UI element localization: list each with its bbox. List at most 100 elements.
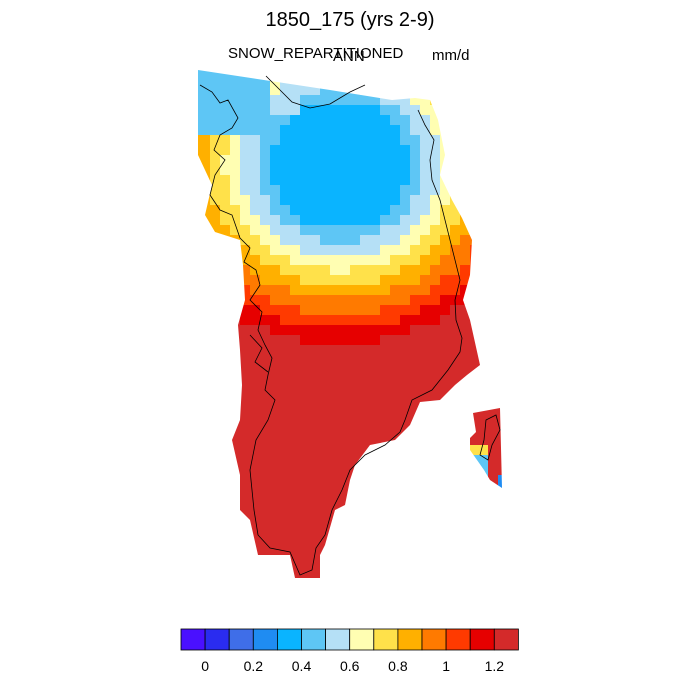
map-cell (390, 325, 400, 335)
colorbar-box (325, 628, 351, 651)
map-cell (370, 145, 380, 155)
map-cell (300, 245, 310, 255)
map-cell (420, 365, 430, 375)
map-cell (250, 235, 260, 245)
map-cell (360, 425, 370, 435)
map-cell (270, 425, 280, 435)
map-cell (260, 165, 270, 175)
map-cell (330, 175, 340, 185)
map-cell (250, 515, 260, 525)
map-cell (300, 305, 310, 315)
map-cell (220, 215, 230, 225)
map-cell (260, 255, 270, 265)
map-cell (410, 295, 420, 305)
map-cell (260, 485, 270, 495)
island-cell (498, 465, 502, 475)
map-cell (360, 235, 370, 245)
map-cell (270, 115, 280, 125)
island-cell (488, 408, 498, 415)
map-cell (290, 345, 300, 355)
map-cell (270, 285, 280, 295)
map-cell (250, 165, 260, 175)
map-cell (340, 245, 350, 255)
map-cell (390, 255, 400, 265)
map-cell (300, 235, 310, 245)
map-cell (410, 405, 420, 415)
map-cell (390, 375, 400, 385)
map-cell (360, 165, 370, 175)
map-cell (220, 185, 230, 195)
colorbar-box (493, 628, 519, 651)
map-cell (320, 325, 330, 335)
map-cell (420, 225, 430, 235)
map-cell (240, 345, 250, 355)
map-cell (440, 355, 450, 365)
map-cell (290, 455, 300, 465)
map-cell (350, 95, 360, 105)
map-cell (300, 415, 310, 425)
map-cell (250, 95, 260, 105)
map-cell (310, 365, 320, 375)
colorbar-box (421, 628, 447, 651)
map-cell (270, 305, 280, 315)
map-cell (300, 185, 310, 195)
map-cell (280, 505, 290, 515)
map-cell (280, 345, 290, 355)
island-cell (488, 445, 498, 455)
map-cell (200, 105, 210, 115)
map-cell (330, 275, 340, 285)
map-cell (260, 465, 270, 475)
map-cell (300, 285, 310, 295)
map-cell (290, 195, 300, 205)
map-cell (230, 125, 240, 135)
map-cell (240, 375, 250, 385)
map-cell (300, 95, 310, 105)
map-cell (320, 535, 330, 545)
map-cell (420, 175, 430, 185)
map-cell (240, 145, 250, 155)
map-cell (310, 475, 320, 485)
map-cell (400, 355, 410, 365)
map-cell (400, 315, 410, 325)
map-cell (210, 215, 220, 225)
map-cell (240, 485, 250, 495)
map-cell (340, 475, 350, 485)
map-cell (370, 415, 380, 425)
map-cell (400, 385, 410, 395)
map-cell (290, 295, 300, 305)
island-cell (498, 408, 502, 415)
map-cell (380, 95, 390, 105)
map-cell (340, 275, 350, 285)
map-cell (210, 155, 220, 165)
map-cell (440, 385, 450, 395)
map-cell (250, 315, 260, 325)
map-cell (280, 435, 290, 445)
map-cell (360, 245, 370, 255)
map-cell (330, 455, 340, 465)
map-cell (250, 75, 260, 85)
map-cell (290, 205, 300, 215)
map-cell (220, 135, 230, 145)
map-cell (430, 355, 440, 365)
map-cell (350, 445, 360, 455)
map-cell (240, 235, 250, 245)
map-cell (370, 115, 380, 125)
map-cell (340, 115, 350, 125)
map-cell (300, 105, 310, 115)
map-cell (420, 235, 430, 245)
map-cell (340, 375, 350, 385)
map-cell (290, 365, 300, 375)
map-cell (410, 135, 420, 145)
map-cell (430, 205, 440, 215)
map-cell (330, 365, 340, 375)
map-cell (260, 345, 270, 355)
map-cell (430, 365, 440, 375)
map-cell (430, 395, 440, 405)
map-cell (270, 475, 280, 485)
map-cell (300, 135, 310, 145)
map-cell (330, 245, 340, 255)
map-cell (280, 245, 290, 255)
island-cell (498, 485, 502, 488)
map-cell (300, 315, 310, 325)
